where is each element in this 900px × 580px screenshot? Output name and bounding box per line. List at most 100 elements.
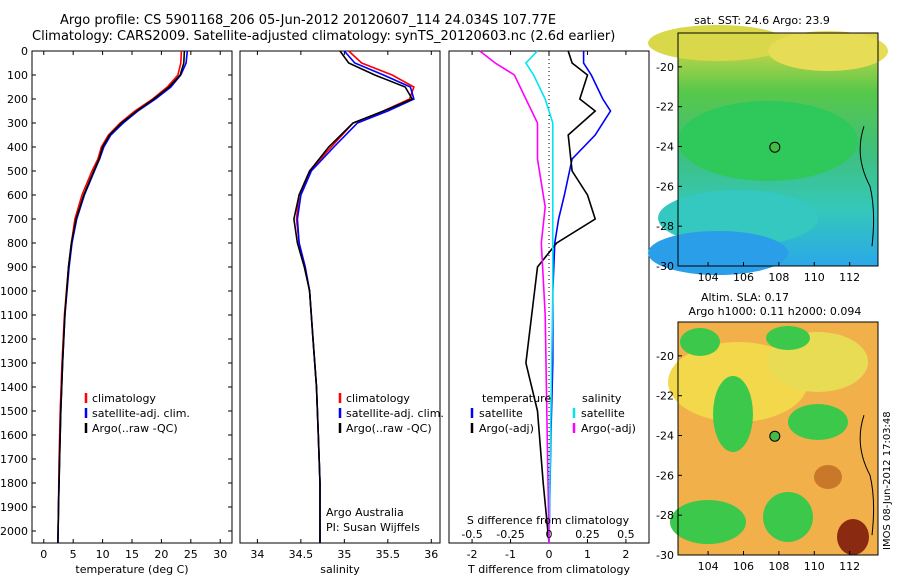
y-tick-label: -24	[656, 141, 674, 154]
y-tick-label: -22	[656, 390, 674, 403]
x-tick-label: 108	[768, 560, 789, 573]
cool-patch	[648, 231, 788, 275]
y-tick-label: -26	[656, 180, 674, 193]
figure-title-line2: Climatology: CARS2009. Satellite-adjuste…	[32, 29, 616, 44]
y-tick-label: -28	[656, 509, 674, 522]
salinity-tick-label: 0.25	[575, 528, 600, 541]
y-tick-label: -26	[656, 469, 674, 482]
x-tick-label: 112	[839, 560, 860, 573]
x-axis-label: temperature (deg C)	[75, 563, 188, 576]
y-tick-label: 1000	[0, 285, 28, 298]
green-patch	[678, 101, 858, 181]
annotation-text: Argo Australia	[326, 506, 404, 519]
legend-title: temperature	[482, 392, 551, 405]
plot-frame	[31, 50, 233, 544]
x-tick-label: 104	[698, 271, 719, 284]
sst-map-panel: 104 106 108 110 112 -30 -28 -26 -24 -22 -20 sat. SS…	[648, 14, 888, 284]
coastline	[859, 415, 875, 536]
argo-position-marker	[769, 141, 781, 153]
warm-patch	[768, 31, 888, 71]
y-tick-label: 2000	[0, 525, 28, 538]
legend-label: satellite	[581, 407, 625, 420]
x-tick-label: 108	[768, 271, 789, 284]
legend-label: climatology	[92, 392, 156, 405]
sla-green	[763, 492, 813, 542]
x-tick-label: 35.5	[376, 548, 401, 561]
legend-label: Argo(-adj)	[581, 422, 636, 435]
x-tick-label: 34.5	[289, 548, 314, 561]
coastline	[859, 126, 875, 247]
series-line-satellite	[524, 50, 554, 544]
x-tick-label: -1	[505, 548, 516, 561]
y-tick-label: -28	[656, 220, 674, 233]
x-tick-label: 110	[804, 560, 825, 573]
y-tick-label: 1300	[0, 357, 28, 370]
y-tick-label: 500	[7, 165, 28, 178]
x-tick-label: 34	[250, 548, 264, 561]
x-tick-label: 0	[40, 548, 47, 561]
y-tick-label: 300	[7, 117, 28, 130]
y-tick-label: 1100	[0, 309, 28, 322]
x-tick-label: 104	[698, 560, 719, 573]
x-tick-label: 35	[337, 548, 351, 561]
y-tick-label: -24	[656, 430, 674, 443]
series-line-argorawqc	[293, 50, 414, 543]
sla-green	[680, 328, 720, 356]
x-tick-label: 112	[839, 271, 860, 284]
y-tick-label: 1600	[0, 429, 28, 442]
y-tick-label: -22	[656, 101, 674, 114]
x-tick-label: -2	[467, 548, 478, 561]
series-line-argorawqc	[57, 50, 186, 544]
sla-green	[766, 326, 810, 350]
argo-position-marker	[769, 430, 781, 442]
salinity-tick-label: -0.5	[461, 528, 482, 541]
salinity-tick-label: 0	[546, 528, 553, 541]
sla-green	[713, 376, 753, 452]
series-line-satellite	[548, 51, 612, 544]
y-tick-label: 200	[7, 93, 28, 106]
x-tick-label: 110	[804, 271, 825, 284]
x-axis-label: T difference from climatology	[467, 563, 630, 576]
legend-label: satellite	[479, 407, 523, 420]
plot-frame	[239, 50, 441, 544]
sla-green	[670, 500, 746, 544]
x-tick-label: 5	[70, 548, 77, 561]
legend-label: climatology	[346, 392, 410, 405]
sla-green	[788, 404, 848, 440]
map-subtitle: Argo h1000: 0.11 h2000: 0.094	[689, 305, 862, 318]
x-tick-label: 15	[125, 548, 139, 561]
y-tick-label: 700	[7, 213, 28, 226]
y-tick-label: 1200	[0, 333, 28, 346]
y-tick-label: 1900	[0, 501, 28, 514]
figure-title-line1: Argo profile: CS 5901168_206 05-Jun-2012…	[60, 13, 557, 28]
legend-label: Argo(..raw -QC)	[92, 422, 178, 435]
series-line-argoadj	[479, 50, 550, 544]
sla-map-panel: 104 106 108 110 112 -30 -28 -26 -24 -22 -20 Altim. …	[656, 291, 879, 573]
legend-label: satellite-adj. clim.	[92, 407, 190, 420]
annotation-text: PI: Susan Wijffels	[326, 521, 420, 534]
sla-high	[814, 465, 842, 489]
x-tick-label: 30	[213, 548, 227, 561]
x-axis-label: salinity	[320, 563, 360, 576]
y-tick-label: 400	[7, 141, 28, 154]
temperature-panel: 0 5 10 15 20 25 300100200300400500600700800900…	[0, 45, 233, 576]
map-title: sat. SST: 24.6 Argo: 23.9	[694, 14, 830, 27]
x-tick-label: 106	[733, 560, 754, 573]
y-tick-label: 800	[7, 237, 28, 250]
y-tick-label: 1500	[0, 405, 28, 418]
y-tick-label: 1400	[0, 381, 28, 394]
y-tick-label: 1700	[0, 453, 28, 466]
y-tick-label: -30	[656, 549, 674, 562]
top-axis-label: S difference from climatology	[467, 514, 630, 527]
legend-label: satellite-adj. clim.	[346, 407, 444, 420]
x-tick-label: 106	[733, 271, 754, 284]
x-tick-label: 25	[184, 548, 198, 561]
x-tick-label: 2	[622, 548, 629, 561]
map-title: Altim. SLA: 0.17	[701, 291, 789, 304]
warm-patch	[648, 25, 788, 61]
legend-label: Argo(..raw -QC)	[346, 422, 432, 435]
y-tick-label: 600	[7, 189, 28, 202]
y-tick-label: -20	[656, 61, 674, 74]
series-line-argoadj	[525, 50, 597, 544]
